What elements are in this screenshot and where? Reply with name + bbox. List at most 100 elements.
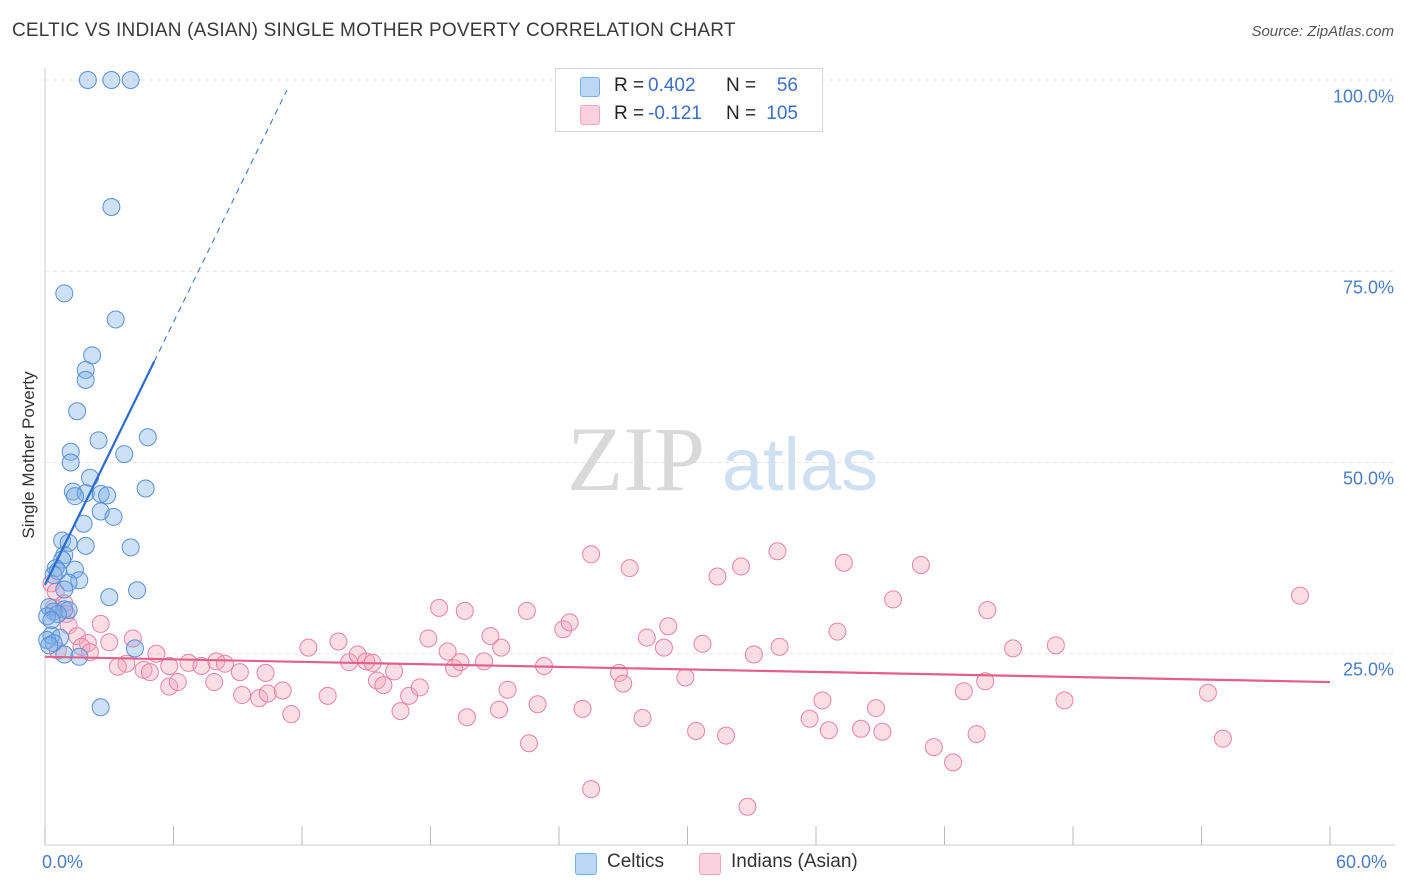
- indian-point: [813, 691, 832, 710]
- indian-point: [481, 627, 500, 646]
- indian-points: [42, 542, 1310, 816]
- indian-point: [633, 709, 652, 728]
- celtic-point: [61, 453, 80, 472]
- r-label: R =: [614, 103, 645, 124]
- indian-point: [80, 643, 99, 662]
- y-tick-25: 25.0%: [1342, 659, 1394, 680]
- celtic-point: [102, 71, 121, 89]
- celtics-swatch: [580, 77, 600, 97]
- indian-point: [475, 652, 494, 671]
- indian-point: [944, 753, 963, 772]
- indian-point: [1213, 729, 1232, 748]
- indian-point: [884, 590, 903, 609]
- celtic-point: [125, 639, 144, 658]
- indian-point: [528, 695, 547, 714]
- indian-point: [205, 673, 224, 692]
- celtic-point: [76, 536, 95, 555]
- indian-point: [676, 668, 695, 687]
- indian-point: [687, 722, 706, 741]
- n-label: N =: [726, 75, 757, 96]
- celtic-point: [63, 482, 82, 501]
- axes: [44, 68, 1395, 846]
- indian-point: [457, 708, 476, 727]
- r-label: R =: [614, 75, 645, 96]
- stats-legend: R = 0.402 N = 56 R = -0.121 N = 105: [555, 68, 823, 132]
- indian-point: [517, 601, 536, 620]
- indian-point: [329, 632, 348, 651]
- celtic-trend-line: [44, 361, 156, 586]
- celtics-legend-swatch: [575, 853, 597, 875]
- chart-title: CELTIC VS INDIAN (ASIAN) SINGLE MOTHER P…: [12, 20, 736, 41]
- y-tick-50: 50.0%: [1342, 468, 1394, 489]
- indian-point: [1046, 636, 1065, 655]
- indian-point: [282, 705, 301, 724]
- indian-point: [768, 542, 787, 561]
- indian-point: [357, 652, 376, 671]
- indian-point: [554, 620, 573, 639]
- indian-point: [967, 725, 986, 744]
- chart-source: Source: ZipAtlas.com: [1251, 23, 1394, 40]
- indian-point: [978, 601, 997, 620]
- celtic-point: [98, 486, 117, 505]
- celtic-point: [138, 428, 157, 447]
- indian-point: [828, 622, 847, 641]
- indian-point: [233, 686, 252, 705]
- celtic-point: [121, 538, 140, 557]
- celtic-point: [115, 445, 134, 464]
- indian-point: [744, 645, 763, 664]
- indian-point: [1198, 683, 1217, 702]
- indian-point: [230, 663, 249, 682]
- indian-point: [100, 633, 119, 652]
- x-tick-60: 60.0%: [1336, 852, 1388, 872]
- indian-point: [256, 663, 275, 682]
- celtic-point: [104, 507, 123, 526]
- indian-point: [318, 686, 337, 705]
- indian-point: [620, 559, 639, 578]
- n-label: N =: [726, 103, 757, 124]
- indian-point: [140, 663, 159, 682]
- celtic-point: [136, 479, 155, 498]
- x-tick-0: 0.0%: [42, 852, 84, 872]
- indian-point: [560, 613, 579, 632]
- y-tick-100: 100.0%: [1332, 86, 1394, 107]
- celtic-point: [65, 487, 84, 506]
- indians-legend-swatch: [699, 853, 721, 875]
- indian-point: [451, 653, 470, 672]
- indian-point: [258, 684, 277, 703]
- indian-point: [800, 709, 819, 728]
- indian-point: [410, 678, 429, 697]
- celtic-point: [76, 360, 95, 379]
- celtic-point: [91, 484, 110, 503]
- indian-point: [732, 557, 751, 576]
- indian-point: [911, 556, 930, 575]
- indian-point: [108, 657, 127, 676]
- celtic-point: [76, 370, 95, 389]
- indian-point: [160, 656, 179, 675]
- indian-point: [168, 673, 187, 692]
- indian-point: [160, 677, 179, 696]
- indian-point: [367, 671, 386, 690]
- indian-point: [582, 545, 601, 564]
- indian-point: [708, 567, 727, 586]
- indian-point: [273, 681, 292, 700]
- indian-point: [954, 682, 973, 701]
- watermark-zip: ZIP: [567, 408, 705, 510]
- indian-point: [1291, 586, 1310, 605]
- gridlines: [45, 79, 1395, 655]
- indian-point: [654, 638, 673, 657]
- y-tick-75: 75.0%: [1342, 277, 1394, 298]
- indian-point: [299, 638, 318, 657]
- celtic-point: [91, 698, 110, 717]
- indian-point: [91, 614, 110, 633]
- celtic-point: [68, 402, 87, 421]
- indian-point: [250, 689, 269, 708]
- indian-point: [717, 726, 736, 745]
- indian-point: [573, 699, 592, 718]
- n-value: 56: [776, 75, 798, 96]
- indian-point: [770, 637, 789, 656]
- n-value: 105: [766, 103, 798, 124]
- indian-point: [1004, 639, 1023, 658]
- celtic-point: [59, 601, 78, 620]
- celtic-point: [102, 197, 121, 216]
